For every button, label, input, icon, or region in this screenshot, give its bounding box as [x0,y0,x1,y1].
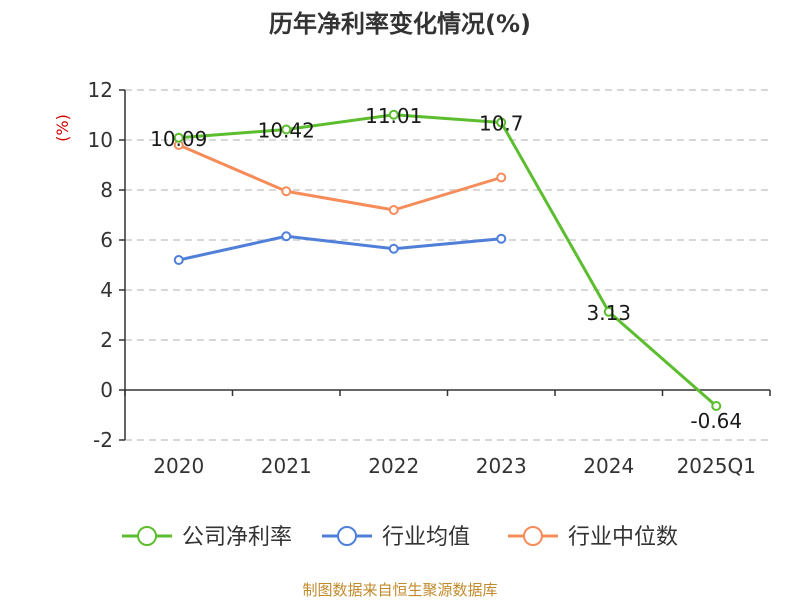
data-point [388,243,399,254]
chart-title: 历年净利率变化情况(%) [269,10,531,38]
data-point [173,132,184,143]
series-line [178,113,718,408]
data-point [173,255,184,265]
data-point [388,109,399,120]
legend-label: 公司净利率 [182,525,292,550]
legend-marker-icon [337,526,357,546]
data-source-label: 制图数据来自恒生聚源数据库 [302,581,497,599]
x-tick-label: 2022 [368,454,419,478]
x-tick-label: 2024 [583,454,634,478]
data-label: 10.7 [479,112,524,136]
gridlines [125,89,770,441]
y-tick-label: 12 [88,78,113,102]
legend-marker-icon [523,526,543,546]
data-point [496,172,507,183]
y-tick-label: 0 [100,378,113,402]
legend-label: 行业中位数 [568,525,678,550]
legend-label: 行业均值 [382,525,470,550]
data-point [603,306,614,317]
x-tick-label: 2021 [261,454,312,478]
legend: 公司净利率 行业均值 行业中位数 [122,525,678,550]
data-label: 10.09 [150,127,207,151]
data-labels: 10.09 10.42 11.01 10.7 3.13 -0.64 [150,104,742,433]
data-point [388,205,399,215]
y-tick-label: 10 [88,128,113,152]
data-point [711,401,722,411]
data-label: 3.13 [586,301,631,325]
series-line [178,234,502,262]
data-label: 10.42 [258,119,315,143]
data-label: -0.64 [690,409,742,433]
axes: -2 0 2 4 6 8 10 12 2020 2021 2022 2023 2024 2025Q1 [88,78,771,478]
y-axis-unit-label: (%) [53,114,72,142]
y-tick-label: -2 [93,428,113,452]
data-point [281,186,292,197]
y-tick-label: 6 [100,228,113,252]
y-tick-label: 2 [100,328,113,352]
legend-marker-icon [137,526,157,546]
x-tick-label: 2020 [153,454,204,478]
y-tick-label: 4 [100,278,113,302]
series-lines [173,109,722,411]
data-point [281,231,292,242]
x-tick-label: 2023 [476,454,527,478]
series-line [178,143,502,212]
data-point [496,117,507,128]
y-tick-label: 8 [100,178,113,202]
data-label: 11.01 [365,104,422,128]
data-point [496,233,507,244]
data-point [281,124,292,135]
x-tick-label: 2025Q1 [677,454,756,478]
